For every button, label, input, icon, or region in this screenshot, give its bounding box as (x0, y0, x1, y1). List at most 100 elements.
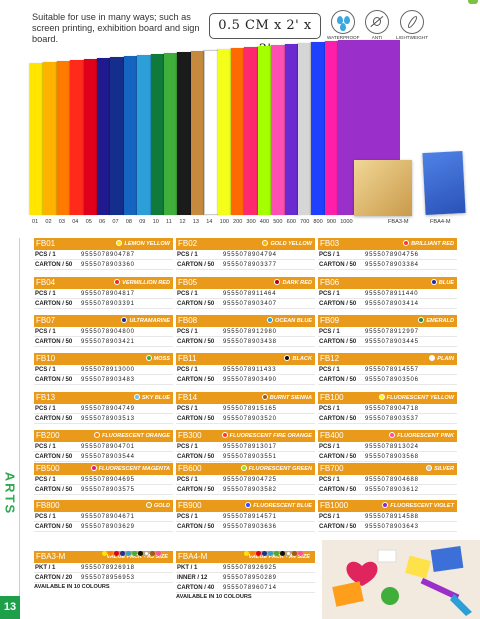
pcs-label: PCS / 1 (319, 477, 340, 483)
carton-label: CARTON / 50 (319, 262, 357, 268)
carton-barcode: 9555078903445 (365, 339, 419, 345)
swatch-label: 200 (233, 219, 243, 225)
product-code: FB200 (36, 431, 60, 440)
card-header: FB400 FLUORESCENT PINK (318, 430, 457, 442)
color-dot-icon (267, 317, 274, 323)
color-name-text: MOSS (153, 356, 170, 362)
color-name-text: BLUE (438, 280, 454, 286)
product-code: FB08 (178, 316, 198, 325)
card-header: FB800 GOLD (34, 500, 173, 512)
color-name-text: FLUORESCENT PINK (397, 433, 454, 439)
pcs-row: PCS / 1 9555078904787 (34, 250, 173, 260)
color-dot-icon (389, 432, 396, 438)
pcs-row: PCS / 1 9555078911440 (318, 289, 457, 299)
color-name-text: FLUORESCENT MAGENTA (98, 466, 170, 472)
swatch-21 (298, 43, 315, 215)
product-card-fb04: FB04 VERMILLION RED PCS / 1 9555078904817 CA… (34, 277, 173, 309)
carton-row: CARTON / 50 9555078903612 (318, 485, 457, 495)
product-code: FB02 (178, 239, 198, 248)
carton-row: CARTON / 50 9555078903520 (176, 414, 315, 424)
carton-barcode: 9555078903544 (81, 454, 135, 460)
pcs-row: PCS / 1 9555078904701 (34, 442, 173, 452)
color-dot-icon (286, 551, 291, 556)
product-color-name: FLUORESCENT PINK (389, 430, 454, 442)
carton-barcode: 9555078903506 (365, 377, 419, 383)
carton-barcode: 9555078903407 (223, 301, 277, 307)
swatch-label: 800 (313, 219, 323, 225)
carton-row: CARTON / 50 9555078903490 (176, 375, 315, 385)
swatch-12 (177, 52, 195, 215)
product-card-fb12: FB12 PLAIN PCS / 1 9555078914557 CARTON / 50… (318, 353, 457, 385)
pcs-row: PCS / 1 9555078912997 (318, 327, 457, 337)
pcs-label: PCS / 1 (319, 514, 340, 520)
pcs-barcode: 9555078904688 (365, 477, 419, 483)
pcs-label: PCS / 1 (35, 252, 56, 258)
color-dot-icon (274, 279, 281, 285)
pack-row-barcode: 9555078960714 (223, 585, 277, 591)
color-dot-icon (93, 432, 100, 438)
pcs-barcode: 9555078915165 (223, 406, 277, 412)
carton-label: CARTON / 50 (177, 487, 215, 493)
product-color-name: PLAIN (429, 353, 454, 365)
carton-barcode: 9555078903391 (81, 301, 135, 307)
carton-row: CARTON / 50 9555078903506 (318, 375, 457, 385)
pcs-row: PCS / 1 9555078911464 (176, 289, 315, 299)
pcs-barcode: 9555078911464 (223, 291, 277, 297)
product-color-name: FLUORESCENT GREEN (240, 463, 312, 475)
product-card-fb07: FB07 ULTRAMARINE PCS / 1 9555078904800 CARTO… (34, 315, 173, 347)
swatch-label: 09 (139, 219, 146, 225)
product-card-fb13: FB13 SKY BLUE PCS / 1 9555078904749 CARTON /… (34, 392, 173, 424)
color-name-text: VERMILLION RED (122, 280, 170, 286)
color-dot-icon (116, 240, 123, 246)
product-code: FB800 (36, 501, 60, 510)
product-code: FB03 (320, 239, 340, 248)
carton-row: CARTON / 50 9555078903537 (318, 414, 457, 424)
product-code: FB400 (320, 431, 344, 440)
swatch-6 (97, 58, 114, 215)
swatch-label: 700 (300, 219, 310, 225)
value-pack-fba4-m: FBA4-M VALUE PACK - A4 SIZE PKT / 1 9555078… (176, 551, 315, 601)
pcs-row: PCS / 1 9555078904718 (318, 404, 457, 414)
color-dot-icon (261, 394, 268, 400)
color-dot-icon (292, 551, 297, 556)
product-code: FB600 (178, 464, 202, 473)
water-drops-icon (331, 10, 355, 34)
product-card-fb08: FB08 OCEAN BLUE PCS / 1 9555078912980 CARTON… (176, 315, 315, 347)
carton-barcode: 9555078903483 (81, 377, 135, 383)
product-color-name: FLUORESCENT YELLOW (378, 392, 454, 404)
product-code: FB700 (320, 464, 344, 473)
product-card-fb300: FB300 FLUORESCENT FIRE ORANGE PCS / 1 95550… (176, 430, 315, 462)
carton-label: CARTON / 50 (35, 377, 73, 383)
product-code: FB04 (36, 278, 56, 287)
corner-tab (468, 0, 478, 4)
pack-color-dots (244, 543, 304, 556)
swatch-11 (164, 53, 181, 215)
pcs-label: PCS / 1 (319, 444, 340, 450)
carton-label: CARTON / 50 (319, 454, 357, 460)
color-name-text: BURNT SIENNA (269, 395, 312, 401)
product-card-fb100: FB100 FLUORESCENT YELLOW PCS / 1 9555078904… (318, 392, 457, 424)
card-header: FB300 FLUORESCENT FIRE ORANGE (176, 430, 315, 442)
product-code: FB09 (320, 316, 340, 325)
carton-row: CARTON / 50 9555078903575 (34, 485, 173, 495)
pcs-label: PCS / 1 (177, 406, 198, 412)
carton-label: CARTON / 50 (177, 416, 215, 422)
card-header: FB07 ULTRAMARINE (34, 315, 173, 327)
product-code: FB500 (36, 464, 60, 473)
swatch-label: 400 (259, 219, 270, 225)
color-name-text: LEMON YELLOW (124, 241, 170, 247)
carton-label: CARTON / 50 (177, 262, 215, 268)
swatch-label: 900 (326, 219, 337, 225)
card-header: FB13 SKY BLUE (34, 392, 173, 404)
card-header: FB01 LEMON YELLOW (34, 238, 173, 250)
product-card-fb02: FB02 GOLD YELLOW PCS / 1 9555078904794 CARTO… (176, 238, 315, 270)
swatch-label: 02 (45, 219, 52, 225)
carton-label: CARTON / 50 (35, 454, 73, 460)
pcs-label: PCS / 1 (177, 514, 198, 520)
product-code: FB300 (178, 431, 202, 440)
pcs-label: PCS / 1 (35, 406, 56, 412)
carton-row: CARTON / 50 9555078903629 (34, 522, 173, 532)
pack-name: VALUE PACK - A3 SIZE (106, 554, 168, 560)
swatch-label: 03 (58, 219, 66, 225)
color-name-text: SILVER (434, 466, 454, 472)
